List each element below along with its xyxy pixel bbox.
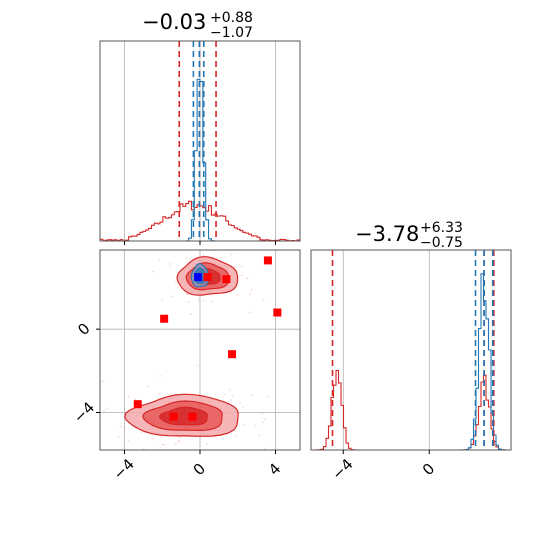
histogram-title-upper: +6.33 xyxy=(420,220,463,236)
histogram-panel-param-1: −0.03 +0.88 −1.07 xyxy=(99,10,301,245)
sample-point xyxy=(235,435,237,437)
sample-point xyxy=(127,439,130,442)
sample-point xyxy=(202,254,205,256)
sample-point xyxy=(242,405,245,408)
sample-point xyxy=(161,443,164,446)
sample-point xyxy=(175,281,177,283)
sample-point xyxy=(152,270,155,273)
histogram-title-value: −0.03 xyxy=(142,10,206,34)
sample-point xyxy=(254,425,257,427)
sample-point xyxy=(159,374,162,377)
sample-point xyxy=(240,265,243,268)
sample-point xyxy=(260,412,263,415)
sample-point xyxy=(261,421,264,424)
sample-point xyxy=(187,293,189,296)
sample-point xyxy=(179,436,181,439)
sample-point xyxy=(262,298,265,301)
sample-point xyxy=(206,442,208,445)
sample-point xyxy=(249,293,252,296)
sample-point xyxy=(263,447,266,450)
sample-point xyxy=(178,440,180,443)
sample-point xyxy=(171,295,174,298)
histogram-title-value: −3.78 xyxy=(355,222,419,246)
sample-point xyxy=(224,393,226,396)
sample-point xyxy=(169,392,172,395)
sample-point xyxy=(123,426,126,429)
sample-point xyxy=(106,407,109,410)
histogram-title-lower: −0.75 xyxy=(420,235,463,251)
sample-point xyxy=(258,434,261,437)
sample-point xyxy=(248,311,251,314)
sample-point xyxy=(196,364,198,367)
sample-point xyxy=(197,299,200,302)
sample-point xyxy=(250,289,253,291)
sample-point xyxy=(233,266,236,268)
sample-point xyxy=(230,253,233,256)
sample-point xyxy=(246,277,249,280)
sample-point xyxy=(241,274,244,276)
sample-point xyxy=(188,300,190,303)
sample-point xyxy=(251,394,253,397)
sample-point xyxy=(158,258,160,261)
sample-point xyxy=(220,256,222,259)
sample-point xyxy=(189,257,191,260)
sample-point xyxy=(146,385,149,388)
sample-point xyxy=(119,425,122,428)
sample-point xyxy=(159,447,161,449)
sample-point xyxy=(169,262,172,265)
sample-point xyxy=(177,440,180,443)
sample-point xyxy=(243,423,246,426)
sample-point xyxy=(266,395,269,398)
sample-point xyxy=(152,437,155,440)
sample-marker xyxy=(133,400,142,409)
sample-marker xyxy=(273,308,282,317)
sample-point xyxy=(185,257,188,259)
sample-point xyxy=(263,418,266,421)
sample-point xyxy=(239,402,242,404)
sample-point xyxy=(163,443,166,446)
histogram-frame xyxy=(310,249,512,451)
sample-marker xyxy=(203,273,212,282)
sample-point xyxy=(174,442,177,445)
sample-point xyxy=(211,300,214,303)
sample-point xyxy=(202,299,205,302)
sample-marker xyxy=(160,314,169,323)
sample-point xyxy=(236,294,239,297)
sample-point xyxy=(140,431,143,434)
sample-marker xyxy=(263,256,272,265)
sample-point xyxy=(185,293,188,295)
sample-point xyxy=(102,380,105,383)
sample-point xyxy=(134,397,137,400)
sample-point xyxy=(190,313,192,316)
sample-point xyxy=(117,435,120,438)
sample-point xyxy=(228,388,231,391)
histogram-title-lower: −1.07 xyxy=(210,25,253,41)
sample-point xyxy=(161,298,163,301)
sample-marker xyxy=(222,275,231,284)
sample-marker xyxy=(228,350,237,359)
sample-point xyxy=(142,447,145,450)
sample-point xyxy=(238,275,241,278)
sample-point xyxy=(127,396,130,398)
sample-point xyxy=(103,409,106,412)
histogram-title-upper: +0.88 xyxy=(210,10,253,26)
sample-point xyxy=(158,392,161,395)
sample-marker xyxy=(194,273,203,282)
sample-point xyxy=(231,394,234,397)
sample-point xyxy=(191,438,193,441)
sample-marker xyxy=(188,412,197,421)
sample-marker xyxy=(169,412,178,421)
sample-point xyxy=(169,266,172,269)
sample-point xyxy=(177,286,179,289)
sample-point xyxy=(229,398,232,401)
